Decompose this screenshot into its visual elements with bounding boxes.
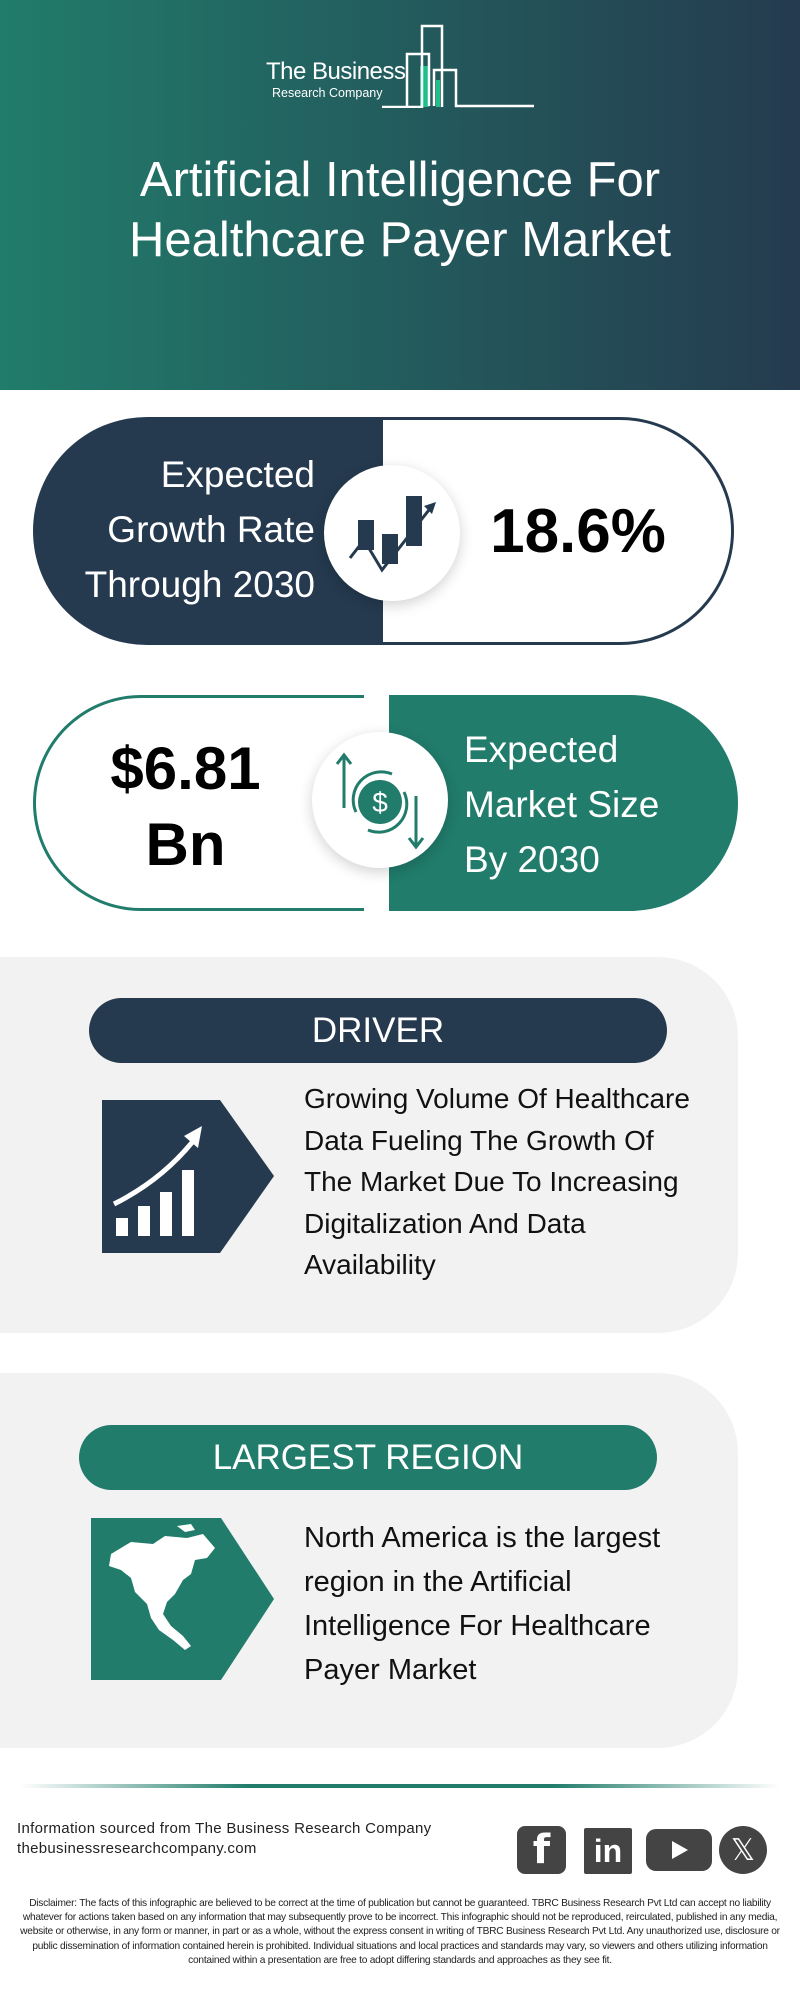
growth-icon-circle [324,465,460,601]
north-america-map-icon [91,1518,274,1680]
driver-text: Growing Volume Of Healthcare Data Fuelin… [304,1078,690,1286]
disclaimer: Disclaimer: The facts of this infographi… [20,1898,780,1966]
text-line: region in the Artificial [304,1566,572,1598]
growth-value-panel [383,417,734,645]
driver-heading: DRIVER [89,998,667,1063]
text-line: Growing Volume Of Healthcare [304,1083,690,1114]
facebook-icon[interactable]: f [517,1826,566,1874]
website-link[interactable]: thebusinessresearchcompany.com [17,1840,257,1857]
dollar-cycle-icon: $ [335,752,425,850]
company-logo: The Business Research Company [262,24,534,108]
growth-rate-stat: Expected Growth Rate Through 2030 18.6% [33,417,734,645]
logo-line2: Research Company [272,86,383,100]
growth-rate-value: 18.6% [490,497,666,566]
value-line: $6.81 [110,735,261,802]
text-line: The Market Due To Increasing [304,1166,679,1197]
market-size-stat: $6.81 Bn $ Expected Market Size By 2030 [33,695,738,911]
footer-divider [20,1784,780,1788]
label-line: Growth Rate [107,509,315,550]
text-line: Data Fueling The Growth Of [304,1124,654,1156]
source-text: Information sourced from The Business Re… [17,1820,432,1837]
building-logo-icon [382,24,534,108]
x-icon[interactable]: 𝕏 [719,1826,767,1874]
market-size-value: $6.81 Bn [73,731,298,883]
logo-line1: The Business [266,58,406,85]
region-card: LARGEST REGION North America is the larg… [0,1373,738,1748]
driver-card: DRIVER Growing Volume Of Healthcare Data… [0,957,738,1333]
youtube-icon[interactable] [646,1829,712,1871]
rising-bars-icon [102,1100,274,1253]
market-icon-circle: $ [312,732,448,868]
title-line: Artificial Intelligence For [139,153,661,207]
linkedin-icon[interactable]: in [584,1828,632,1874]
label-line: Market Size [464,784,660,825]
play-icon [672,1841,688,1859]
text-line: Payer Market [304,1654,477,1686]
svg-text:$: $ [372,787,388,818]
label-line: Expected [160,454,315,495]
label-line: By 2030 [464,839,600,880]
label-line: Expected [464,729,619,770]
market-value-panel [33,695,364,911]
market-size-label: Expected Market Size By 2030 [464,722,659,887]
region-heading: LARGEST REGION [79,1425,657,1490]
text-line: Intelligence For Healthcare [304,1610,651,1642]
growth-label: Expected Growth Rate Through 2030 [33,447,315,612]
text-line: North America is the largest [304,1522,661,1554]
growth-chart-icon [348,496,436,573]
region-text: North America is the largest region in t… [304,1516,660,1692]
title-line: Healthcare Payer Market [129,213,671,267]
label-line: Through 2030 [84,564,315,605]
header-banner: The Business Research Company Artificial… [0,0,800,390]
value-line: Bn [145,811,226,878]
page-title: Artificial Intelligence For Healthcare P… [0,150,800,270]
text-line: Availability [304,1249,436,1280]
text-line: Digitalization And Data [304,1207,586,1239]
